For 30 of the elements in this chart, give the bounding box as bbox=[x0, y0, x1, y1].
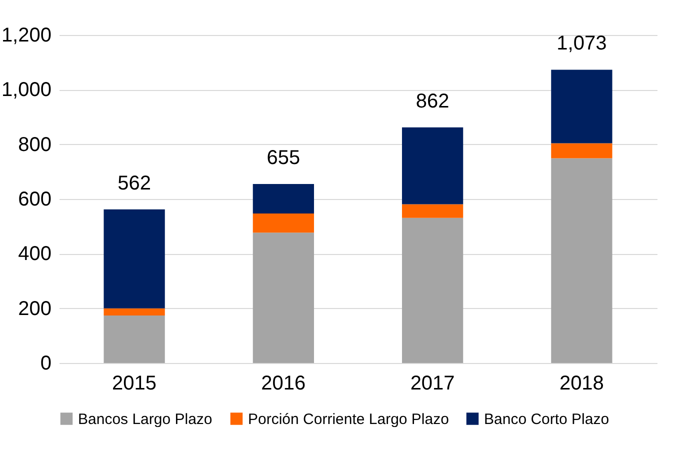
y-tick-label: 800 bbox=[18, 134, 52, 156]
total-label: 1,073 bbox=[556, 32, 607, 55]
total-label: 862 bbox=[416, 90, 450, 112]
x-tick-label: 2017 bbox=[410, 372, 455, 394]
bar bbox=[551, 70, 612, 144]
total-label: 655 bbox=[266, 146, 300, 169]
legend-label: Banco Corto Plazo bbox=[484, 410, 610, 428]
bar bbox=[104, 308, 165, 316]
legend-label: Porción Corriente Largo Plazo bbox=[248, 410, 449, 428]
bar bbox=[402, 127, 464, 204]
y-tick-label: 1,200 bbox=[1, 24, 52, 46]
bar bbox=[551, 143, 612, 158]
bar bbox=[104, 209, 165, 308]
y-tick-label: 400 bbox=[18, 243, 52, 266]
bar bbox=[402, 218, 464, 363]
y-tick-label: 1,000 bbox=[1, 79, 52, 102]
x-tick-label: 2016 bbox=[261, 372, 306, 394]
y-tick-label: 0 bbox=[40, 352, 52, 374]
x-tick-label: 2015 bbox=[112, 372, 157, 394]
x-tick-label: 2018 bbox=[559, 372, 604, 394]
bar bbox=[252, 213, 314, 233]
bar bbox=[252, 232, 314, 363]
total-label: 562 bbox=[118, 172, 151, 194]
y-tick-label: 200 bbox=[18, 298, 52, 320]
bar bbox=[252, 184, 314, 214]
bar bbox=[104, 315, 165, 363]
y-tick-label: 600 bbox=[18, 188, 52, 210]
legend-label: Bancos Largo Plazo bbox=[78, 410, 212, 428]
bar bbox=[551, 158, 612, 363]
bar bbox=[402, 204, 464, 218]
